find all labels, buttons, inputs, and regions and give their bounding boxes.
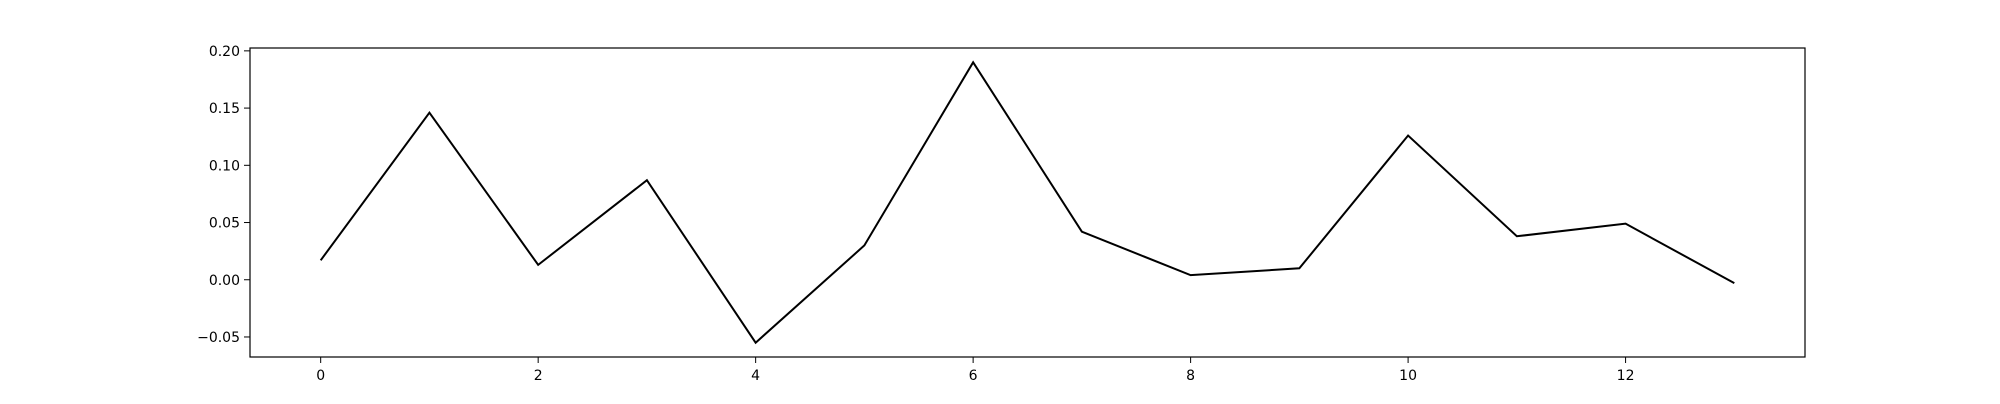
x-tick-label: 8 — [1186, 368, 1195, 384]
x-tick-label: 2 — [534, 368, 543, 384]
x-axis: 0 2 4 6 8 10 12 — [316, 357, 1634, 384]
series-line — [319, 60, 1735, 345]
y-tick-label: −0.05 — [197, 330, 240, 346]
x-tick-label: 10 — [1399, 368, 1417, 384]
y-tick-label: 0.05 — [209, 216, 240, 232]
x-tick-label: 12 — [1617, 368, 1635, 384]
plot-frame — [249, 47, 1806, 358]
x-tick-label: 0 — [316, 368, 325, 384]
y-tick-label: 0.20 — [209, 44, 240, 60]
y-tick-label: 0.00 — [209, 273, 240, 289]
x-tick-label: 4 — [751, 368, 760, 384]
y-axis: −0.05 0.00 0.05 0.10 0.15 0.20 — [197, 44, 250, 346]
y-tick-label: 0.15 — [209, 101, 240, 117]
plot-area — [319, 60, 1735, 345]
y-tick-label: 0.10 — [209, 158, 240, 174]
x-tick-label: 6 — [969, 368, 978, 384]
